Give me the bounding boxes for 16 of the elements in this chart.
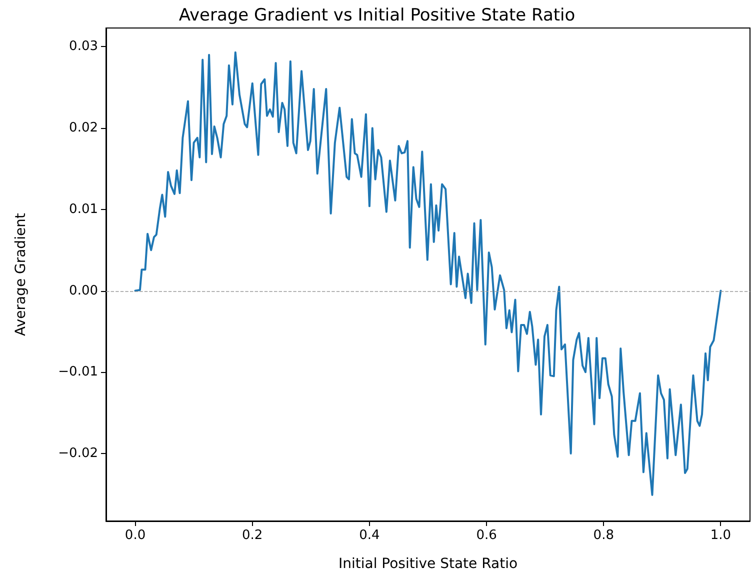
x-axis-title: Initial Positive State Ratio — [338, 556, 518, 572]
y-axis-title: Average Gradient — [13, 212, 29, 336]
y-tick-label: −0.02 — [58, 446, 98, 461]
y-tick-label: 0.01 — [69, 202, 98, 217]
x-tick-label: 0.8 — [593, 528, 614, 543]
y-tick-label: 0.00 — [69, 283, 98, 298]
x-tick-label: 1.0 — [710, 528, 732, 543]
x-tick-label: 0.2 — [242, 528, 263, 543]
y-tick-label: 0.02 — [69, 120, 98, 136]
chart-title: Average Gradient vs Initial Positive State Ratio — [178, 6, 576, 26]
x-tick-label: 0.6 — [476, 528, 497, 543]
line-series — [134, 51, 722, 496]
y-tick-label: 0.03 — [69, 39, 98, 54]
x-tick-label: 0.4 — [359, 528, 380, 543]
x-tick-label: 0.0 — [124, 528, 146, 543]
y-tick-label: −0.01 — [58, 364, 98, 380]
